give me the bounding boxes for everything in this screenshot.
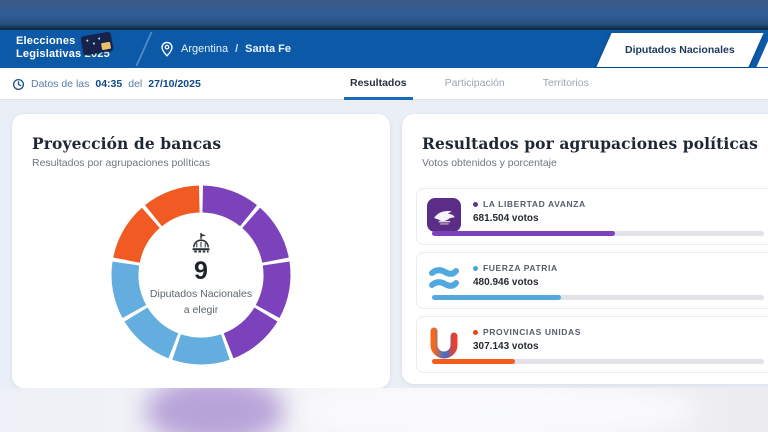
fp-logo: [427, 262, 461, 296]
timestamp-time: 04:35: [95, 78, 123, 90]
top-banner: [0, 0, 768, 30]
seats-projection-card: Proyección de bancas Resultados por agru…: [12, 114, 390, 388]
seats-card-subtitle: Resultados por agrupaciones políticas: [32, 157, 211, 169]
data-timestamp: Datos de las 04:35 del 27/10/2025: [12, 68, 201, 100]
vote-bar-track: [432, 231, 764, 236]
lla-eagle-icon: [434, 210, 455, 225]
breadcrumb-separator: /: [235, 43, 239, 55]
vote-bar-track: [432, 359, 764, 364]
party-votes: 307.143 votos: [473, 341, 539, 352]
party-list: LA LIBERTAD AVANZA 681.504 votos FUERZA …: [416, 188, 768, 373]
pu-logo: [427, 326, 461, 360]
main-header: Elecciones Legislativas 2025 Argentina /…: [0, 30, 768, 68]
pu-u-icon: [430, 327, 458, 359]
ballot-chip: [101, 41, 112, 51]
party-votes: 681.504 votos: [473, 213, 539, 224]
clock-icon: [12, 78, 25, 90]
fp-flag-icon: [429, 267, 459, 289]
vote-bar-fill: [432, 359, 515, 364]
bullet-dot: [473, 265, 478, 271]
lla-logo: [427, 198, 461, 232]
results-card-title: Resultados por agrupaciones políticas: [422, 134, 758, 153]
donut-center: 9 Diputados Nacionales a elegir: [138, 212, 264, 338]
tab-bar: Resultados Participación Territorios: [344, 68, 595, 100]
blur-blob-white: [300, 388, 700, 432]
category-button[interactable]: Diputados Nacionales: [596, 33, 764, 67]
vote-bar-fill: [432, 295, 562, 300]
bottom-blur-strip: [0, 388, 768, 432]
status-bar: Datos de las 04:35 del 27/10/2025 Result…: [0, 68, 768, 100]
blur-blob-purple: [145, 388, 285, 432]
breadcrumb[interactable]: Argentina / Santa Fe: [160, 30, 291, 68]
seats-total: 9: [194, 257, 208, 286]
party-name: LA LIBERTAD AVANZA: [483, 199, 586, 209]
tab-resultados[interactable]: Resultados: [344, 68, 413, 100]
vote-bar-fill: [432, 231, 615, 236]
seats-donut: [111, 185, 291, 365]
breadcrumb-district[interactable]: Santa Fe: [245, 43, 292, 55]
timestamp-date: 27/10/2025: [148, 78, 201, 90]
breadcrumb-country[interactable]: Argentina: [181, 43, 229, 55]
party-name: FUERZA PATRIA: [483, 263, 558, 273]
header-divider: [135, 32, 153, 66]
bullet-dot: [473, 201, 478, 207]
timestamp-middle: del: [128, 78, 143, 90]
results-card: Resultados por agrupaciones políticas Vo…: [402, 114, 768, 384]
party-row-fp[interactable]: FUERZA PATRIA 480.946 votos: [416, 252, 768, 309]
party-name: PROVINCIAS UNIDAS: [483, 327, 582, 337]
party-row-pu[interactable]: PROVINCIAS UNIDAS 307.143 votos: [416, 316, 768, 373]
seats-caption: Diputados Nacionales a elegir: [149, 288, 253, 316]
timestamp-prefix: Datos de las: [31, 78, 90, 90]
bullet-dot: [473, 329, 478, 335]
capitol-icon: [192, 233, 210, 253]
party-row-lla[interactable]: LA LIBERTAD AVANZA 681.504 votos: [416, 188, 768, 245]
category-button-label: Diputados Nacionales: [625, 44, 735, 56]
logo-line1: Elecciones: [16, 35, 76, 47]
location-pin-icon: [161, 41, 173, 57]
tab-participacion[interactable]: Participación: [444, 76, 505, 89]
seats-card-title: Proyección de bancas: [32, 134, 222, 153]
party-votes: 480.946 votos: [473, 277, 539, 288]
results-card-subtitle: Votos obtenidos y porcentaje: [422, 157, 557, 169]
tab-territorios[interactable]: Territorios: [542, 76, 589, 89]
seats-donut-chart: 9 Diputados Nacionales a elegir: [108, 182, 294, 368]
vote-bar-track: [432, 295, 764, 300]
